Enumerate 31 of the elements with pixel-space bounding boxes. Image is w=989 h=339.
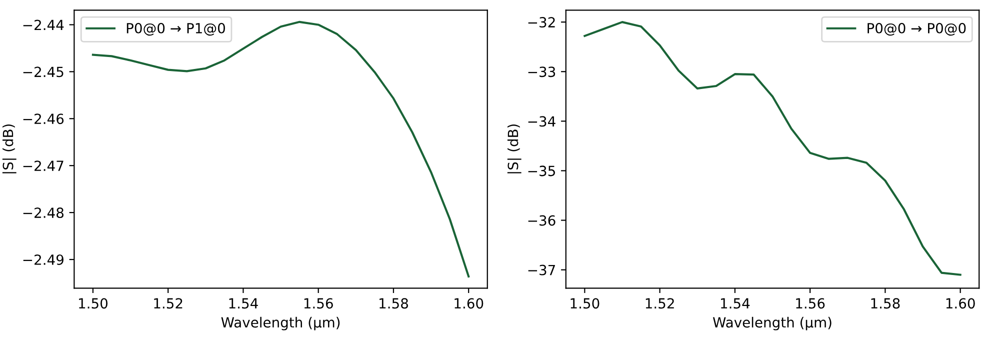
- y-tick-label: −2.44: [23, 20, 64, 30]
- y-tick-label: −32: [528, 17, 555, 28]
- x-tick-label: 1.50: [570, 298, 600, 309]
- x-tick-label: 1.58: [871, 298, 900, 309]
- y-tick-label: −37: [528, 264, 555, 276]
- x-tick-label: 1.60: [454, 298, 484, 309]
- line-series: [92, 20, 470, 278]
- y-tick-label: −2.48: [23, 208, 64, 218]
- legend-label: P0@0 → P0@0: [868, 22, 966, 36]
- x-tick-label: 1.56: [796, 298, 825, 309]
- y-tick-label: −35: [528, 166, 555, 176]
- y-axis-title: |S| (dB): [2, 124, 16, 174]
- y-tick-label: −2.49: [23, 254, 64, 265]
- x-tick-label: 1.60: [946, 298, 975, 309]
- x-tick-label: 1.56: [304, 298, 333, 309]
- x-axis-title: Wavelength (μm): [221, 316, 340, 330]
- x-tick-label: 1.58: [380, 298, 408, 309]
- x-tick-label: 1.52: [646, 298, 674, 309]
- x-axis-title: Wavelength (μm): [712, 316, 832, 330]
- y-axis-title: |S| (dB): [507, 124, 522, 174]
- y-tick-label: −34: [528, 116, 556, 127]
- x-tick-label: 1.54: [229, 298, 258, 309]
- legend-label: P0@0 → P1@0: [126, 22, 225, 36]
- y-tick-label: −2.46: [23, 114, 64, 124]
- y-tick-label: −2.45: [23, 66, 64, 78]
- x-tick-label: 1.52: [154, 298, 182, 309]
- y-tick-label: −36: [528, 215, 556, 226]
- x-tick-label: 1.50: [79, 298, 108, 309]
- y-tick-label: −33: [528, 66, 556, 78]
- y-tick-label: −2.47: [23, 160, 64, 171]
- x-tick-label: 1.54: [721, 298, 750, 309]
